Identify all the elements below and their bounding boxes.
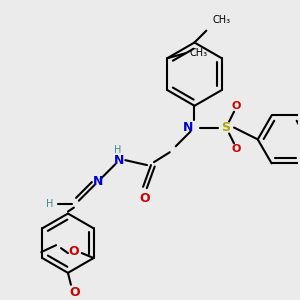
- Text: N: N: [114, 154, 124, 167]
- Text: CH₃: CH₃: [190, 48, 208, 59]
- Text: N: N: [183, 121, 194, 134]
- Text: O: O: [70, 286, 80, 299]
- Text: N: N: [92, 176, 103, 188]
- Text: S: S: [222, 121, 231, 134]
- Text: O: O: [231, 144, 241, 154]
- Text: O: O: [140, 192, 150, 205]
- Text: O: O: [231, 101, 241, 111]
- Text: CH₃: CH₃: [212, 15, 230, 25]
- Text: H: H: [114, 145, 121, 155]
- Text: O: O: [68, 244, 79, 258]
- Text: H: H: [46, 199, 54, 209]
